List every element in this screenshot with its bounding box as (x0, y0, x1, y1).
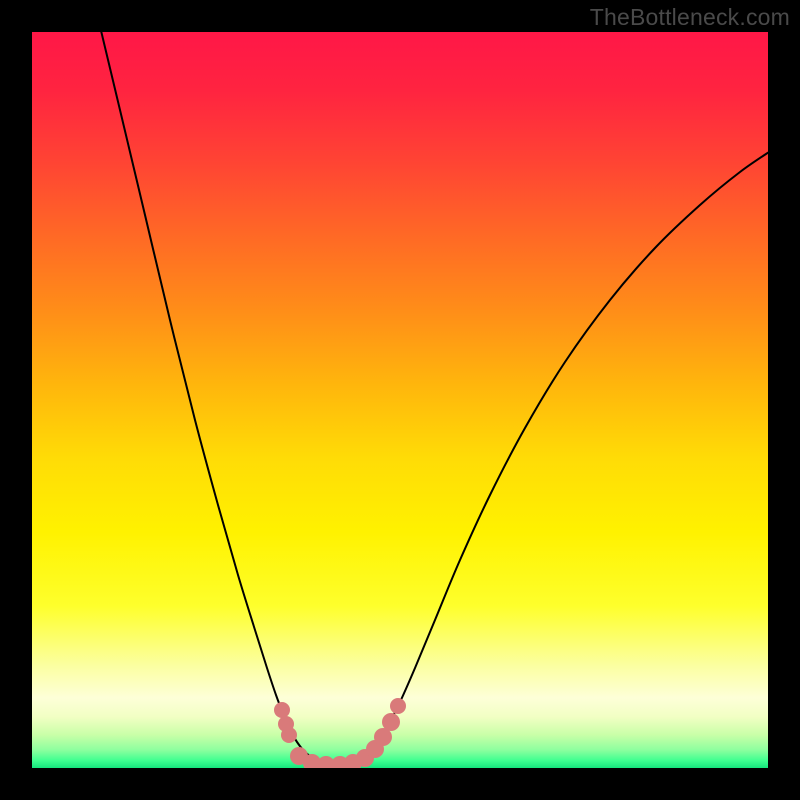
data-marker (390, 698, 406, 714)
plot-background (32, 32, 768, 768)
chart-container: TheBottleneck.com (0, 0, 800, 800)
data-marker (274, 702, 290, 718)
bottleneck-chart (0, 0, 800, 800)
data-marker (382, 713, 400, 731)
watermark-text: TheBottleneck.com (590, 4, 790, 31)
data-marker (281, 727, 297, 743)
